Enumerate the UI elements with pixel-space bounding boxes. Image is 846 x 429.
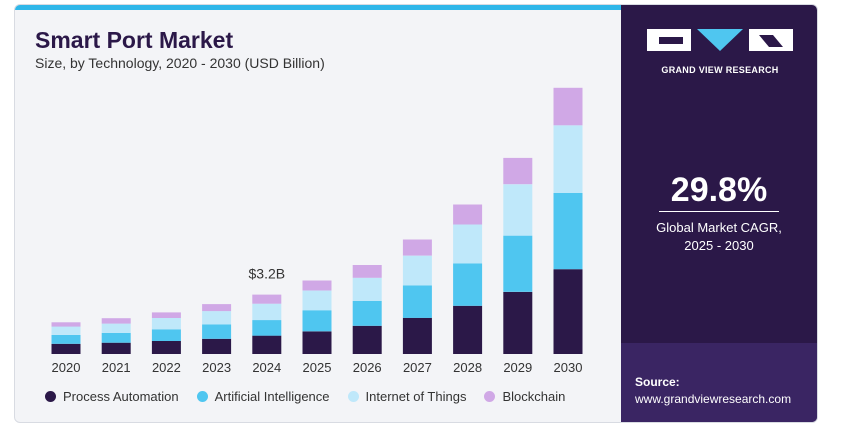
legend-swatch-blockchain — [484, 391, 496, 402]
bar-internet-of-things-2023 — [202, 311, 232, 325]
bar-process-automation-2027 — [402, 317, 432, 354]
cagr-description-line2: 2025 - 2030 — [684, 238, 754, 253]
bar-chart: 2020 2021 2022 2023 2024 $3.2B 2025 2026 2027 202… — [51, 87, 583, 375]
side-panel: GRAND VIEW RESEARCH 29.8% Global Market … — [621, 5, 817, 422]
bar-internet-of-things-2021 — [101, 323, 131, 333]
bar-process-automation-2026 — [352, 325, 382, 354]
cagr-value: 29.8% — [670, 171, 768, 209]
bar-internet-of-things-2025 — [302, 290, 332, 311]
x-tick-label-2025: 2025 — [303, 360, 332, 375]
bar-blockchain-2027 — [402, 239, 432, 256]
bar-blockchain-2020 — [51, 322, 81, 327]
bar-blockchain-2030 — [553, 87, 583, 126]
x-tick-label-2027: 2027 — [403, 360, 432, 375]
x-tick-label-2028: 2028 — [453, 360, 482, 375]
bar-internet-of-things-2022 — [151, 318, 181, 330]
bar-artificial-intelligence-2030 — [553, 193, 583, 270]
bar-artificial-intelligence-2026 — [352, 300, 382, 326]
bar-artificial-intelligence-2024 — [252, 320, 282, 336]
bar-artificial-intelligence-2020 — [51, 334, 81, 344]
bar-process-automation-2021 — [101, 342, 131, 354]
legend-item-artificial-intelligence: Artificial Intelligence — [196, 389, 330, 404]
legend-item-internet-of-things: Internet of Things — [347, 389, 467, 404]
bar-internet-of-things-2029 — [503, 184, 533, 236]
bar-process-automation-2020 — [51, 343, 81, 354]
legend-swatch-internet-of-things — [347, 391, 359, 402]
source-box: Source: www.grandviewresearch.com — [621, 343, 817, 422]
grand-view-research-logo: GRAND VIEW RESEARCH — [645, 27, 795, 75]
bar-process-automation-2024 — [252, 335, 282, 354]
bar-artificial-intelligence-2022 — [151, 329, 181, 341]
legend-item-process-automation: Process Automation — [45, 389, 179, 404]
bar-artificial-intelligence-2029 — [503, 235, 533, 292]
bar-artificial-intelligence-2027 — [402, 285, 432, 318]
chart-card: Smart Port Market Size, by Technology, 2… — [14, 4, 818, 423]
accent-bar — [15, 5, 621, 10]
bar-artificial-intelligence-2023 — [202, 324, 232, 339]
bar-internet-of-things-2020 — [51, 326, 81, 335]
chart-legend: Process Automation Artificial Intelligen… — [45, 389, 565, 404]
bar-blockchain-2025 — [302, 280, 332, 291]
source-url[interactable]: www.grandviewresearch.com — [635, 392, 792, 406]
logo-mark-icon — [645, 27, 795, 53]
bar-process-automation-2023 — [202, 338, 232, 354]
chart-subtitle: Size, by Technology, 2020 - 2030 (USD Bi… — [35, 55, 325, 71]
bar-internet-of-things-2026 — [352, 277, 382, 301]
x-tick-label-2030: 2030 — [554, 360, 583, 375]
x-tick-label-2020: 2020 — [52, 360, 81, 375]
x-tick-label-2021: 2021 — [102, 360, 131, 375]
bar-blockchain-2029 — [503, 157, 533, 185]
bar-blockchain-2024 — [252, 294, 282, 304]
bar-process-automation-2025 — [302, 331, 332, 354]
bar-blockchain-2023 — [202, 304, 232, 312]
bar-internet-of-things-2027 — [402, 255, 432, 286]
x-tick-label-2029: 2029 — [503, 360, 532, 375]
legend-label-process-automation: Process Automation — [63, 389, 179, 404]
bar-artificial-intelligence-2025 — [302, 310, 332, 332]
legend-label-internet-of-things: Internet of Things — [365, 389, 467, 404]
x-tick-label-2023: 2023 — [202, 360, 231, 375]
source-label: Source: — [635, 375, 680, 389]
divider — [659, 211, 779, 212]
x-tick-label-2026: 2026 — [353, 360, 382, 375]
bar-artificial-intelligence-2021 — [101, 332, 131, 343]
legend-label-blockchain: Blockchain — [502, 389, 566, 404]
bar-blockchain-2022 — [151, 312, 181, 318]
bar-blockchain-2028 — [453, 204, 483, 225]
data-label-2024: $3.2B — [249, 266, 286, 282]
legend-item-blockchain: Blockchain — [484, 389, 565, 404]
legend-swatch-process-automation — [45, 391, 56, 402]
bar-internet-of-things-2028 — [453, 224, 483, 264]
legend-label-artificial-intelligence: Artificial Intelligence — [214, 389, 330, 404]
cagr-description-line1: Global Market CAGR, — [656, 220, 782, 235]
bar-blockchain-2021 — [101, 318, 131, 324]
bar-internet-of-things-2024 — [252, 303, 282, 320]
bar-process-automation-2022 — [151, 341, 181, 354]
bar-artificial-intelligence-2028 — [453, 263, 483, 306]
x-tick-label-2022: 2022 — [152, 360, 181, 375]
bar-process-automation-2029 — [503, 291, 533, 354]
bar-process-automation-2030 — [553, 269, 583, 354]
bar-internet-of-things-2030 — [553, 125, 583, 193]
bar-blockchain-2026 — [352, 265, 382, 278]
logo-text: GRAND VIEW RESEARCH — [661, 65, 779, 75]
chart-title: Smart Port Market — [35, 27, 234, 53]
legend-swatch-artificial-intelligence — [196, 391, 208, 402]
x-tick-label-2024: 2024 — [252, 360, 281, 375]
bar-process-automation-2028 — [453, 305, 483, 354]
